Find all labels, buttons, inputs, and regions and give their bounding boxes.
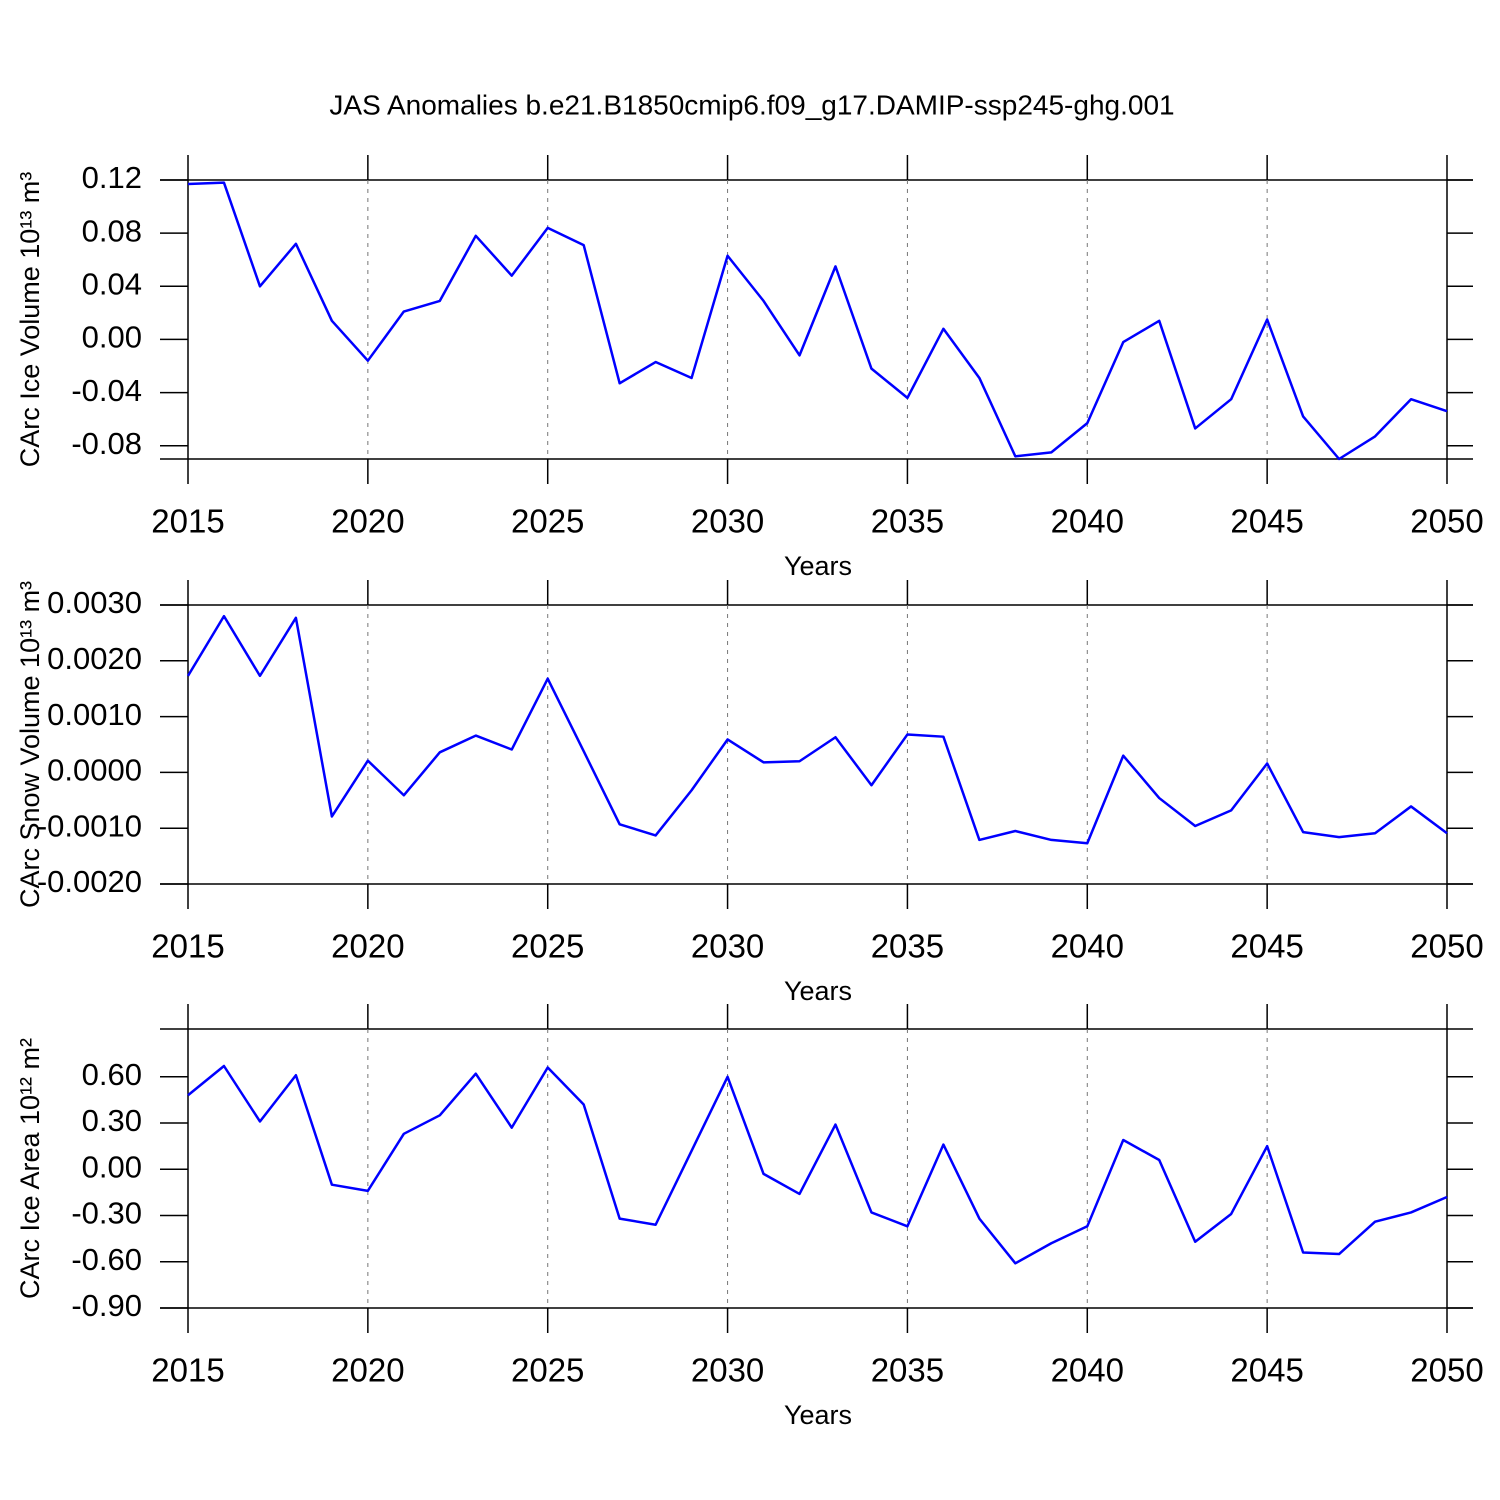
data-line [187,181,1448,461]
data-line [186,614,1448,845]
y-tick-label: 0.12 [82,160,142,195]
x-tick-label: 2050 [1410,1352,1483,1389]
x-tick-label: 2050 [1410,503,1483,540]
x-tick-label: 2050 [1410,928,1483,965]
x-tick-label: 2030 [691,503,764,540]
y-axis-label: CArc Snow Volume 10¹³ m³ [15,581,45,908]
x-tick-label: 2040 [1051,503,1124,540]
y-tick-label: -0.0020 [37,864,142,899]
x-tick-label: 2035 [871,928,944,965]
x-tick-label: 2015 [151,1352,224,1389]
x-axis-label: Years [784,551,852,581]
x-tick-label: 2025 [511,503,584,540]
y-tick-label: -0.08 [71,426,142,461]
y-tick-label: -0.0010 [37,808,142,843]
y-tick-label: 0.60 [82,1057,142,1092]
y-tick-label: 0.30 [82,1103,142,1138]
x-tick-label: 2035 [871,503,944,540]
x-tick-label: 2040 [1051,928,1124,965]
chart-title: JAS Anomalies b.e21.B1850cmip6.f09_g17.D… [329,89,1174,120]
x-tick-label: 2030 [691,928,764,965]
x-axis-label: Years [784,1400,852,1430]
y-tick-label: 0.04 [82,266,142,301]
y-tick-label: -0.30 [71,1196,142,1231]
x-tick-label: 2045 [1230,1352,1303,1389]
x-tick-label: 2025 [511,1352,584,1389]
y-tick-label: 0.08 [82,213,142,248]
y-tick-label: 0.0000 [47,753,142,788]
x-tick-label: 2020 [331,503,404,540]
x-axis-label: Years [784,976,852,1006]
x-tick-label: 2030 [691,1352,764,1389]
data-line [187,1064,1448,1265]
y-tick-label: -0.04 [71,373,142,408]
x-tick-label: 2020 [331,928,404,965]
x-tick-label: 2025 [511,928,584,965]
y-tick-label: 0.00 [82,1149,142,1184]
y-tick-label: 0.0020 [47,641,142,676]
y-tick-label: 0.0010 [47,697,142,732]
y-axis-label: CArc Ice Area 10¹² m² [15,1038,45,1299]
y-axis-label: CArc Ice Volume 10¹³ m³ [15,172,45,468]
x-tick-label: 2040 [1051,1352,1124,1389]
x-tick-label: 2035 [871,1352,944,1389]
x-tick-label: 2020 [331,1352,404,1389]
y-tick-label: -0.60 [71,1242,142,1277]
y-tick-label: -0.90 [71,1288,142,1323]
y-tick-label: 0.00 [82,320,142,355]
x-tick-label: 2015 [151,928,224,965]
x-tick-label: 2045 [1230,928,1303,965]
x-tick-label: 2045 [1230,503,1303,540]
y-tick-label: 0.0030 [47,585,142,620]
x-tick-label: 2015 [151,503,224,540]
